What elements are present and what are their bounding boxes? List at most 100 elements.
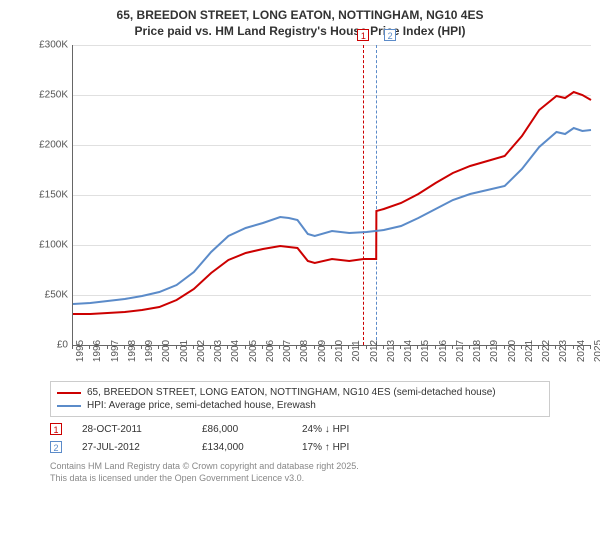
x-tick-mark bbox=[124, 345, 125, 349]
legend: 65, BREEDON STREET, LONG EATON, NOTTINGH… bbox=[50, 381, 550, 417]
legend-label: 65, BREEDON STREET, LONG EATON, NOTTINGH… bbox=[87, 387, 496, 398]
chart-container: 65, BREEDON STREET, LONG EATON, NOTTINGH… bbox=[0, 0, 600, 493]
series-line bbox=[73, 92, 591, 314]
x-axis-tick: 2023 bbox=[558, 340, 569, 362]
x-axis-tick: 2020 bbox=[507, 340, 518, 362]
legend-label: HPI: Average price, semi-detached house,… bbox=[87, 400, 316, 411]
x-axis-tick: 2011 bbox=[351, 340, 362, 362]
x-axis-tick: 2009 bbox=[317, 340, 328, 362]
legend-swatch bbox=[57, 405, 81, 407]
x-axis-tick: 2008 bbox=[299, 340, 310, 362]
x-tick-mark bbox=[107, 345, 108, 349]
y-axis-tick: £250K bbox=[39, 90, 68, 101]
x-axis-tick: 2016 bbox=[438, 340, 449, 362]
sale-record: 1 28-OCT-2011 £86,000 24% ↓ HPI bbox=[50, 423, 590, 435]
x-tick-mark bbox=[158, 345, 159, 349]
x-tick-mark bbox=[72, 345, 73, 349]
x-axis-tick: 2019 bbox=[489, 340, 500, 362]
x-axis-tick: 1997 bbox=[110, 340, 121, 362]
x-tick-mark bbox=[452, 345, 453, 349]
sale-record: 2 27-JUL-2012 £134,000 17% ↑ HPI bbox=[50, 441, 590, 453]
x-tick-mark bbox=[573, 345, 574, 349]
x-axis-tick: 2001 bbox=[179, 340, 190, 362]
chart-title: 65, BREEDON STREET, LONG EATON, NOTTINGH… bbox=[10, 8, 590, 39]
x-tick-mark bbox=[400, 345, 401, 349]
sale-price: £86,000 bbox=[202, 424, 282, 435]
x-tick-mark bbox=[486, 345, 487, 349]
x-tick-mark bbox=[296, 345, 297, 349]
x-tick-mark bbox=[141, 345, 142, 349]
sale-delta: 24% ↓ HPI bbox=[302, 424, 349, 435]
x-axis-tick: 2015 bbox=[420, 340, 431, 362]
x-tick-mark bbox=[262, 345, 263, 349]
sale-marker-label: 1 bbox=[357, 29, 369, 41]
x-tick-mark bbox=[469, 345, 470, 349]
x-axis-tick: 2014 bbox=[403, 340, 414, 362]
legend-swatch bbox=[57, 392, 81, 394]
sale-price: £134,000 bbox=[202, 442, 282, 453]
x-tick-mark bbox=[348, 345, 349, 349]
x-axis-tick: 1999 bbox=[144, 340, 155, 362]
x-tick-mark bbox=[555, 345, 556, 349]
footer-attribution: Contains HM Land Registry data © Crown c… bbox=[50, 461, 590, 484]
footer-line-2: This data is licensed under the Open Gov… bbox=[50, 473, 590, 485]
sale-marker-icon: 1 bbox=[50, 423, 62, 435]
y-axis-tick: £50K bbox=[45, 290, 68, 301]
plot-area: 12 bbox=[72, 45, 591, 346]
x-axis-tick: 2012 bbox=[369, 340, 380, 362]
x-axis-tick: 2010 bbox=[334, 340, 345, 362]
legend-item: HPI: Average price, semi-detached house,… bbox=[57, 399, 543, 412]
x-tick-mark bbox=[279, 345, 280, 349]
x-axis-tick: 2006 bbox=[265, 340, 276, 362]
x-axis-tick: 2000 bbox=[161, 340, 172, 362]
x-tick-mark bbox=[314, 345, 315, 349]
x-tick-mark bbox=[245, 345, 246, 349]
series-line bbox=[73, 128, 591, 304]
y-axis-tick: £100K bbox=[39, 240, 68, 251]
sale-date: 27-JUL-2012 bbox=[82, 442, 182, 453]
x-tick-mark bbox=[176, 345, 177, 349]
x-tick-mark bbox=[590, 345, 591, 349]
sale-marker-label: 2 bbox=[384, 29, 396, 41]
y-axis-tick: £150K bbox=[39, 190, 68, 201]
x-tick-mark bbox=[210, 345, 211, 349]
y-axis-tick: £0 bbox=[57, 340, 68, 351]
legend-item: 65, BREEDON STREET, LONG EATON, NOTTINGH… bbox=[57, 386, 543, 399]
title-line-1: 65, BREEDON STREET, LONG EATON, NOTTINGH… bbox=[10, 8, 590, 24]
x-axis-tick: 2018 bbox=[472, 340, 483, 362]
x-tick-mark bbox=[89, 345, 90, 349]
y-axis-tick: £300K bbox=[39, 40, 68, 51]
sale-marker-icon: 2 bbox=[50, 441, 62, 453]
x-axis-tick: 1995 bbox=[75, 340, 86, 362]
x-axis-tick: 2007 bbox=[282, 340, 293, 362]
x-tick-mark bbox=[538, 345, 539, 349]
line-series bbox=[73, 45, 591, 345]
x-axis-tick: 2003 bbox=[213, 340, 224, 362]
x-axis-tick: 2017 bbox=[455, 340, 466, 362]
x-tick-mark bbox=[521, 345, 522, 349]
x-axis-tick: 2002 bbox=[196, 340, 207, 362]
x-axis-tick: 2005 bbox=[248, 340, 259, 362]
title-line-2: Price paid vs. HM Land Registry's House … bbox=[10, 24, 590, 40]
x-axis-tick: 2025 bbox=[593, 340, 600, 362]
x-tick-mark bbox=[417, 345, 418, 349]
chart-area: £0£50K£100K£150K£200K£250K£300K 12 19951… bbox=[30, 45, 590, 375]
x-axis-tick: 1998 bbox=[127, 340, 138, 362]
y-axis-tick: £200K bbox=[39, 140, 68, 151]
sale-date: 28-OCT-2011 bbox=[82, 424, 182, 435]
x-tick-mark bbox=[331, 345, 332, 349]
x-axis-tick: 2021 bbox=[524, 340, 535, 362]
x-axis-tick: 2004 bbox=[230, 340, 241, 362]
x-axis-tick: 2024 bbox=[576, 340, 587, 362]
x-tick-mark bbox=[435, 345, 436, 349]
sale-delta: 17% ↑ HPI bbox=[302, 442, 349, 453]
x-tick-mark bbox=[366, 345, 367, 349]
x-axis-tick: 1996 bbox=[92, 340, 103, 362]
x-tick-mark bbox=[193, 345, 194, 349]
footer-line-1: Contains HM Land Registry data © Crown c… bbox=[50, 461, 590, 473]
x-axis-tick: 2022 bbox=[541, 340, 552, 362]
x-tick-mark bbox=[504, 345, 505, 349]
x-tick-mark bbox=[227, 345, 228, 349]
x-tick-mark bbox=[383, 345, 384, 349]
x-axis-tick: 2013 bbox=[386, 340, 397, 362]
